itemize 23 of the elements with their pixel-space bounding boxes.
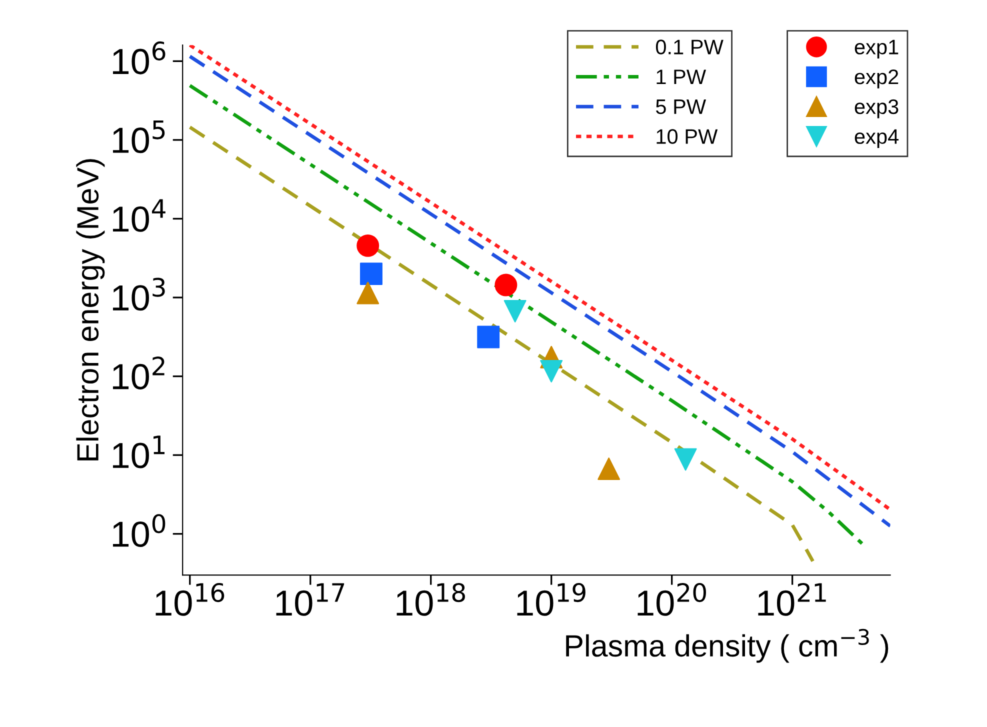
y-tick-label: 10$^{2}$ <box>112 356 164 390</box>
legend-label: 1 PW <box>656 70 706 84</box>
y-axis-title: Electron energy (MeV) <box>76 159 105 460</box>
y-tick-label: 10$^{0}$ <box>112 514 166 548</box>
legend-label: 0.1 PW <box>656 40 724 54</box>
x-tick-label: 10$^{21}$ <box>758 582 826 616</box>
legend-label: 10 PW <box>656 129 718 144</box>
x-tick-label: 10$^{20}$ <box>638 582 706 616</box>
legend-label: exp3 <box>854 99 898 118</box>
legend-label: 5 PW <box>656 100 706 114</box>
y-tick-label: 10$^{4}$ <box>112 199 166 232</box>
legend-label: exp4 <box>854 129 899 148</box>
x-tick-label: 10$^{19}$ <box>517 582 586 616</box>
y-tick-label: 10$^{5}$ <box>112 120 165 154</box>
x-tick-label: 10$^{16}$ <box>156 582 224 616</box>
x-axis-title: Plasma density ( cm$^{−3}$ ) <box>566 628 888 663</box>
legend-label: exp2 <box>854 69 898 88</box>
y-tick-label: 10$^{1}$ <box>112 436 164 468</box>
x-tick-label: 10$^{17}$ <box>276 583 344 616</box>
y-tick-label: 10$^{6}$ <box>112 41 166 74</box>
x-tick-label: 10$^{18}$ <box>396 582 465 616</box>
legend-label: exp1 <box>854 40 898 59</box>
y-tick-label: 10$^{3}$ <box>112 278 165 311</box>
